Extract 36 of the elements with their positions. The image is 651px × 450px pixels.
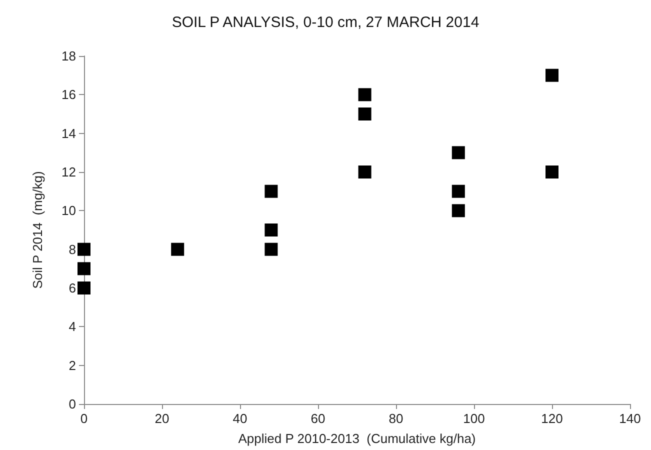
point: [78, 242, 90, 256]
y-tick-label: 8: [68, 242, 76, 257]
chart-title: SOIL P ANALYSIS, 0-10 cm, 27 MARCH 2014: [172, 14, 480, 31]
y-tick-label: 4: [68, 319, 76, 334]
point: [264, 242, 278, 256]
y-tick-label: 2: [68, 358, 76, 373]
y-tick-label: 16: [62, 87, 76, 102]
point: [452, 146, 465, 160]
point: [264, 224, 278, 236]
y-tick-label: 12: [62, 164, 76, 180]
x-tick-label: 120: [541, 411, 563, 426]
point: [546, 166, 558, 178]
point: [546, 68, 558, 82]
x-axis-title: Applied P 2010-2013 (Cumulative kg/ha): [238, 431, 476, 446]
point: [171, 242, 184, 256]
x-tick-label: 80: [388, 411, 404, 426]
y-tick-label: 14: [62, 126, 76, 141]
point: [78, 262, 90, 276]
point: [452, 204, 465, 218]
y-tick-label: 0: [68, 396, 76, 412]
x-tick-label: 140: [619, 411, 641, 426]
point: [358, 88, 372, 102]
point: [358, 166, 372, 178]
x-tick-label: 20: [154, 411, 170, 426]
point: [358, 108, 372, 120]
x-tick-label: 60: [310, 411, 326, 426]
x-tick-label: 40: [232, 411, 248, 426]
x-tick-label: 100: [463, 411, 485, 426]
point: [264, 184, 278, 198]
y-tick-label: 10: [62, 203, 76, 218]
y-tick-label: 6: [68, 280, 76, 296]
y-tick-label: 18: [62, 48, 76, 64]
x-tick-label: 0: [80, 411, 88, 426]
point: [452, 184, 465, 198]
point: [78, 282, 90, 294]
y-axis-title: Soil P 2014 (mg/kg): [30, 171, 45, 289]
